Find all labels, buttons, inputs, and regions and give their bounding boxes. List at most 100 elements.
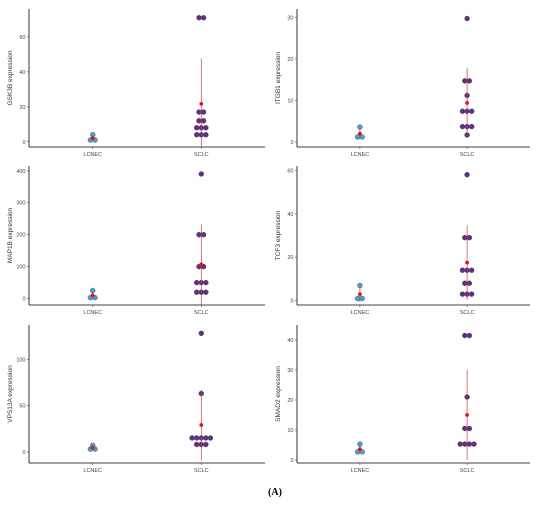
data-point-sclc xyxy=(459,123,466,130)
y-tick-label: 0 xyxy=(22,450,25,456)
y-axis-title: GSK3B expression xyxy=(7,50,14,105)
data-point-sclc xyxy=(466,425,473,432)
data-point-sclc xyxy=(189,435,195,441)
data-point-sclc xyxy=(462,280,468,286)
data-point-sclc xyxy=(196,118,202,124)
data-point-sclc xyxy=(203,125,209,131)
data-point-sclc xyxy=(193,441,200,448)
mean-point-lcnec xyxy=(90,136,95,141)
data-point-sclc xyxy=(468,123,475,130)
chart-panel-3: 0 100 200 300 400 MAP1B expression LCNEC SCLC xyxy=(7,166,265,316)
x-tick-label: SCLC xyxy=(460,468,475,474)
data-point-sclc xyxy=(468,291,475,297)
data-point-sclc xyxy=(198,330,204,337)
data-point-sclc xyxy=(462,234,468,241)
data-point-sclc xyxy=(193,132,200,138)
y-tick-label: 50 xyxy=(19,404,25,410)
y-tick-label: 200 xyxy=(16,233,25,239)
data-point-sclc xyxy=(462,425,468,432)
data-point-sclc xyxy=(462,441,468,447)
mean-point-lcnec xyxy=(358,292,362,297)
data-point-sclc xyxy=(462,332,468,339)
x-tick-label: LCNEC xyxy=(351,468,370,474)
data-point-sclc xyxy=(203,441,209,448)
mean-point-lcnec xyxy=(358,447,362,452)
y-tick-label: 0 xyxy=(22,297,25,303)
data-point-sclc xyxy=(459,291,466,297)
x-tick-label: LCNEC xyxy=(351,310,370,316)
y-tick-label: 0 xyxy=(290,458,293,464)
data-point-sclc xyxy=(198,171,204,177)
mean-point-lcnec xyxy=(90,446,95,450)
data-point-sclc xyxy=(193,435,200,441)
y-axis-title: SMAD2 expression xyxy=(275,366,282,422)
data-point-lcnec xyxy=(359,295,365,302)
chart-panel-6: 0 10 20 30 40 SMAD2 expression LCNEC SCLC xyxy=(275,325,530,474)
data-point-sclc xyxy=(193,289,200,295)
data-point-sclc xyxy=(459,267,466,273)
data-point-sclc xyxy=(466,234,473,241)
y-axis-title: TCF3 expression xyxy=(275,210,282,260)
x-tick-label: SCLC xyxy=(194,468,209,474)
data-point-sclc xyxy=(466,280,473,286)
y-tick-label: 20 xyxy=(19,105,25,111)
data-point-sclc xyxy=(207,435,214,441)
mean-point-sclc xyxy=(199,423,204,427)
y-tick-label: 10 xyxy=(287,428,293,434)
y-tick-label: 40 xyxy=(19,70,25,76)
y-tick-label: 0 xyxy=(290,140,293,146)
data-point-sclc xyxy=(464,171,470,178)
y-axis-title: ITGB1 expression xyxy=(275,52,282,104)
y-tick-label: 20 xyxy=(287,255,293,261)
mean-point-sclc xyxy=(199,262,204,267)
data-point-sclc xyxy=(200,15,207,21)
y-tick-label: 40 xyxy=(287,212,293,218)
y-tick-label: 0 xyxy=(22,140,25,146)
y-tick-label: 20 xyxy=(287,57,293,63)
mean-point-sclc xyxy=(465,260,469,265)
data-point-sclc xyxy=(468,108,475,114)
data-point-sclc xyxy=(200,109,207,115)
data-point-sclc xyxy=(457,441,463,447)
data-point-sclc xyxy=(203,132,209,138)
y-tick-label: 0 xyxy=(290,299,293,305)
x-tick-label: LCNEC xyxy=(83,468,102,474)
y-tick-label: 30 xyxy=(287,368,293,374)
data-point-sclc xyxy=(196,232,202,238)
x-tick-label: SCLC xyxy=(460,152,475,158)
data-point-sclc xyxy=(468,267,475,273)
data-point-sclc xyxy=(200,232,207,238)
data-point-sclc xyxy=(459,108,466,114)
y-axis-title: VPS13A expression xyxy=(7,365,14,423)
data-point-sclc xyxy=(203,279,209,286)
chart-panel-2: 0 10 20 30 ITGB1 expression LCNEC SCLC xyxy=(275,9,530,158)
x-tick-label: SCLC xyxy=(194,310,209,316)
x-tick-label: LCNEC xyxy=(351,152,370,158)
y-tick-label: 20 xyxy=(287,398,293,404)
x-tick-label: LCNEC xyxy=(83,310,102,316)
y-tick-label: 100 xyxy=(16,357,25,363)
mean-point-sclc xyxy=(465,101,469,105)
y-tick-label: 400 xyxy=(16,169,25,175)
y-tick-label: 60 xyxy=(19,35,25,41)
y-tick-label: 300 xyxy=(16,201,25,207)
y-tick-label: 30 xyxy=(287,15,293,21)
x-tick-label: SCLC xyxy=(460,310,475,316)
data-point-sclc xyxy=(203,435,209,441)
data-point-sclc xyxy=(200,118,207,124)
y-tick-label: 10 xyxy=(287,98,293,104)
y-tick-label: 60 xyxy=(287,168,293,174)
mean-point-sclc xyxy=(199,101,204,106)
x-tick-label: SCLC xyxy=(194,152,209,158)
data-point-sclc xyxy=(193,279,200,286)
data-point-sclc xyxy=(462,78,468,84)
y-axis-title: MAP1B expression xyxy=(7,207,14,263)
data-point-sclc xyxy=(203,289,209,295)
data-point-lcnec xyxy=(354,295,361,302)
mean-point-lcnec xyxy=(90,293,95,298)
data-point-sclc xyxy=(466,78,473,84)
data-point-sclc xyxy=(193,125,200,131)
x-tick-label: LCNEC xyxy=(83,152,102,158)
